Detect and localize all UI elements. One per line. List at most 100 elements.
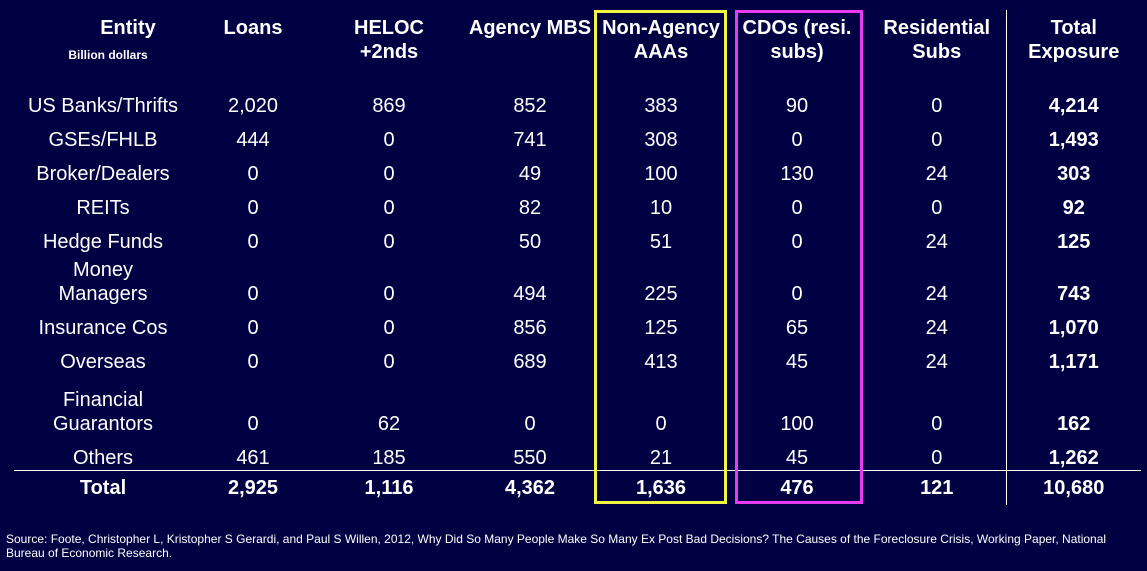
cell-heloc: 0 <box>383 129 395 151</box>
cell-entity-line1: Money <box>72 259 134 281</box>
cell-entity: Financial Guarantors <box>14 374 192 436</box>
cell-loans: 0 <box>247 413 259 435</box>
cell-entity-line2: Managers <box>58 283 148 305</box>
cell-residential-subs: 0 <box>931 129 943 151</box>
cell-cdos: 45 <box>785 351 809 373</box>
cell-total: 1,070 <box>1005 306 1141 340</box>
header-residential-subs: Residential Subs <box>868 10 1006 84</box>
header-row: Entity Billion dollars Loans HELOC +2nds… <box>14 10 1141 84</box>
cell-agency-mbs: 550 <box>513 446 547 469</box>
cell-cdos: 0 <box>791 231 803 253</box>
cell-entity: Hedge Funds <box>42 231 164 253</box>
cell-heloc: 869 <box>372 95 406 117</box>
cell-total: 743 <box>1005 254 1141 306</box>
cell-heloc: 0 <box>383 197 395 219</box>
cell-total: 4,214 <box>1005 84 1141 118</box>
cell-entity: US Banks/Thrifts <box>27 95 179 117</box>
table-row: GSEs/FHLB 444 0 741 308 0 0 1,493 <box>14 118 1141 152</box>
source-citation: Source: Foote, Christopher L, Kristopher… <box>6 532 1107 560</box>
cell-non-agency: 125 <box>644 317 678 339</box>
cell-loans: 444 <box>236 129 270 151</box>
cell-cdos: 0 <box>791 197 803 219</box>
table-row: Insurance Cos 0 0 856 125 65 24 1,070 <box>14 306 1141 340</box>
cell-non-agency: 0 <box>655 413 667 435</box>
cell-entity: Broker/Dealers <box>36 163 170 185</box>
divider-line-total <box>1005 469 1141 471</box>
header-total-exposure-label: Total Exposure <box>1028 17 1120 63</box>
total-label: Total <box>79 476 127 499</box>
total-heloc: 1,116 <box>364 476 414 499</box>
cell-entity: Overseas <box>60 351 146 373</box>
total-total: 10,680 <box>1005 470 1141 505</box>
cell-non-agency: 100 <box>644 163 678 185</box>
cell-cdos: 45 <box>785 446 809 469</box>
cell-entity-line2: Guarantors <box>52 413 154 435</box>
cell-cdos: 130 <box>780 163 814 185</box>
cell-entity: REITs <box>76 197 130 219</box>
cell-heloc: 0 <box>383 163 395 185</box>
header-residential-subs-label: Residential Subs <box>883 17 991 63</box>
table-row: Overseas 0 0 689 413 45 24 1,171 <box>14 340 1141 374</box>
header-cdos-label: CDOs (resi. subs) <box>742 17 852 63</box>
cell-non-agency: 21 <box>649 446 673 469</box>
cell-residential-subs: 0 <box>931 197 943 219</box>
cell-entity: Insurance Cos <box>38 317 168 339</box>
cell-heloc: 185 <box>372 446 406 469</box>
cell-loans: 0 <box>247 283 259 305</box>
header-non-agency-label: Non-Agency AAAs <box>602 17 720 63</box>
header-entity: Entity Billion dollars <box>14 10 192 84</box>
header-non-agency: Non-Agency AAAs <box>596 10 726 84</box>
cell-entity: GSEs/FHLB <box>48 129 158 151</box>
header-total-exposure: Total Exposure <box>1005 10 1141 84</box>
total-divider <box>14 469 1141 471</box>
total-row: Total 2,925 1,116 4,362 1,636 476 121 10… <box>14 470 1141 505</box>
cell-non-agency: 413 <box>644 351 678 373</box>
cell-loans: 2,020 <box>227 95 279 117</box>
cell-non-agency: 225 <box>644 283 678 305</box>
cell-total: 1,262 <box>1005 436 1141 470</box>
cell-agency-mbs: 494 <box>513 283 547 305</box>
cell-loans: 0 <box>247 317 259 339</box>
table-row: REITs 0 0 82 10 0 0 92 <box>14 186 1141 220</box>
table-row: Money Managers 0 0 494 225 0 24 743 <box>14 254 1141 306</box>
table-row: Others 461 185 550 21 45 0 1,262 <box>14 436 1141 470</box>
cell-residential-subs: 24 <box>925 283 948 305</box>
cell-agency-mbs: 50 <box>518 231 542 253</box>
cell-residential-subs: 0 <box>931 446 943 469</box>
cell-residential-subs: 0 <box>931 413 943 435</box>
total-non-agency: 1,636 <box>635 476 687 499</box>
table-row: Financial Guarantors 0 62 0 0 100 0 162 <box>14 374 1141 436</box>
cell-agency-mbs: 49 <box>518 163 542 185</box>
cell-entity: Others <box>72 446 134 469</box>
cell-non-agency: 51 <box>649 231 673 253</box>
cell-loans: 461 <box>236 446 270 469</box>
table-row: US Banks/Thrifts 2,020 869 852 383 90 0 … <box>14 84 1141 118</box>
cell-entity-line1: Financial <box>62 389 144 411</box>
cell-heloc: 0 <box>383 351 395 373</box>
total-residential-subs: 121 <box>920 476 954 499</box>
cell-cdos: 65 <box>785 317 809 339</box>
cell-cdos: 0 <box>791 283 803 305</box>
cell-residential-subs: 24 <box>925 351 948 373</box>
cell-total: 303 <box>1005 152 1141 186</box>
header-agency-mbs: Agency MBS <box>468 17 592 39</box>
cell-cdos: 90 <box>785 95 809 117</box>
header-cdos: CDOs (resi. subs) <box>726 10 868 84</box>
cell-heloc: 62 <box>377 413 401 435</box>
cell-total: 125 <box>1005 220 1141 254</box>
cell-agency-mbs: 82 <box>518 197 542 219</box>
cell-agency-mbs: 741 <box>513 129 547 151</box>
cell-agency-mbs: 689 <box>513 351 547 373</box>
cell-non-agency: 308 <box>644 129 678 151</box>
header-heloc-label: HELOC +2nds <box>354 17 424 63</box>
cell-non-agency: 10 <box>649 197 673 219</box>
cell-residential-subs: 24 <box>925 163 948 185</box>
cell-cdos: 100 <box>780 413 814 435</box>
cell-total: 1,171 <box>1005 340 1141 374</box>
total-agency-mbs: 4,362 <box>504 476 556 499</box>
cell-loans: 0 <box>247 231 259 253</box>
cell-total: 1,493 <box>1005 118 1141 152</box>
header-entity-label: Entity <box>100 17 156 39</box>
cell-agency-mbs: 856 <box>513 317 547 339</box>
